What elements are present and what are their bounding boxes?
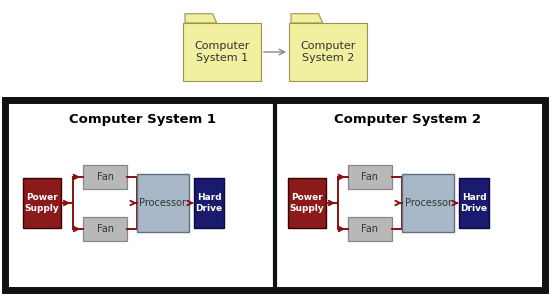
- Text: Processor: Processor: [404, 198, 452, 208]
- FancyBboxPatch shape: [137, 174, 189, 232]
- FancyBboxPatch shape: [348, 165, 392, 189]
- FancyBboxPatch shape: [5, 100, 545, 290]
- FancyBboxPatch shape: [183, 23, 261, 81]
- FancyBboxPatch shape: [289, 23, 367, 81]
- FancyBboxPatch shape: [288, 178, 326, 228]
- FancyBboxPatch shape: [348, 217, 392, 241]
- Text: Power
Supply: Power Supply: [25, 193, 59, 213]
- Text: Power
Supply: Power Supply: [290, 193, 324, 213]
- Text: Fan: Fan: [96, 224, 113, 234]
- FancyBboxPatch shape: [402, 174, 454, 232]
- Text: Hard
Drive: Hard Drive: [460, 193, 487, 213]
- Text: Fan: Fan: [361, 172, 378, 182]
- Text: Computer
System 1: Computer System 1: [194, 41, 250, 63]
- FancyBboxPatch shape: [459, 178, 489, 228]
- FancyBboxPatch shape: [194, 178, 224, 228]
- Polygon shape: [185, 14, 217, 23]
- Text: Computer
System 2: Computer System 2: [300, 41, 356, 63]
- Text: Fan: Fan: [361, 224, 378, 234]
- Text: Processor: Processor: [140, 198, 186, 208]
- Text: Computer System 2: Computer System 2: [334, 113, 481, 126]
- Text: Fan: Fan: [96, 172, 113, 182]
- Text: Computer System 1: Computer System 1: [69, 113, 216, 126]
- Polygon shape: [291, 14, 323, 23]
- Text: Hard
Drive: Hard Drive: [195, 193, 223, 213]
- FancyBboxPatch shape: [83, 217, 127, 241]
- FancyBboxPatch shape: [83, 165, 127, 189]
- FancyBboxPatch shape: [23, 178, 61, 228]
